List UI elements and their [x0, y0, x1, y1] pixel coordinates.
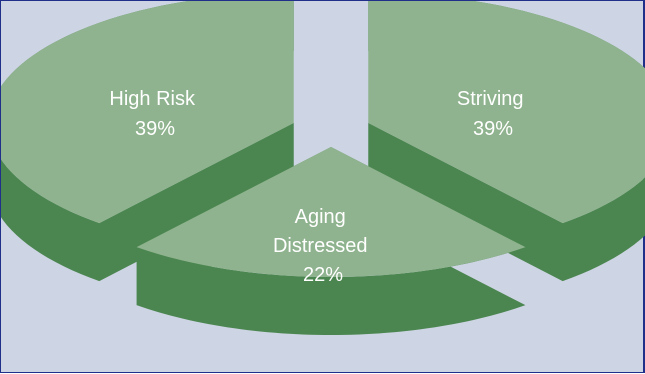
slice-aging-distressed	[136, 147, 526, 277]
slice-high-risk	[1, 1, 294, 224]
slice-striving	[368, 1, 645, 224]
slice-labels: High Risk 39% Striving 39% Aging Distres…	[109, 88, 529, 286]
slice-side-aging-distressed	[136, 147, 526, 335]
slice-label-high-risk: High Risk 39%	[109, 88, 200, 140]
slice-label-aging-distressed: Aging Distressed 22%	[273, 206, 373, 286]
slice-tops	[1, 1, 645, 277]
slice-label-striving: Striving 39%	[457, 88, 529, 140]
